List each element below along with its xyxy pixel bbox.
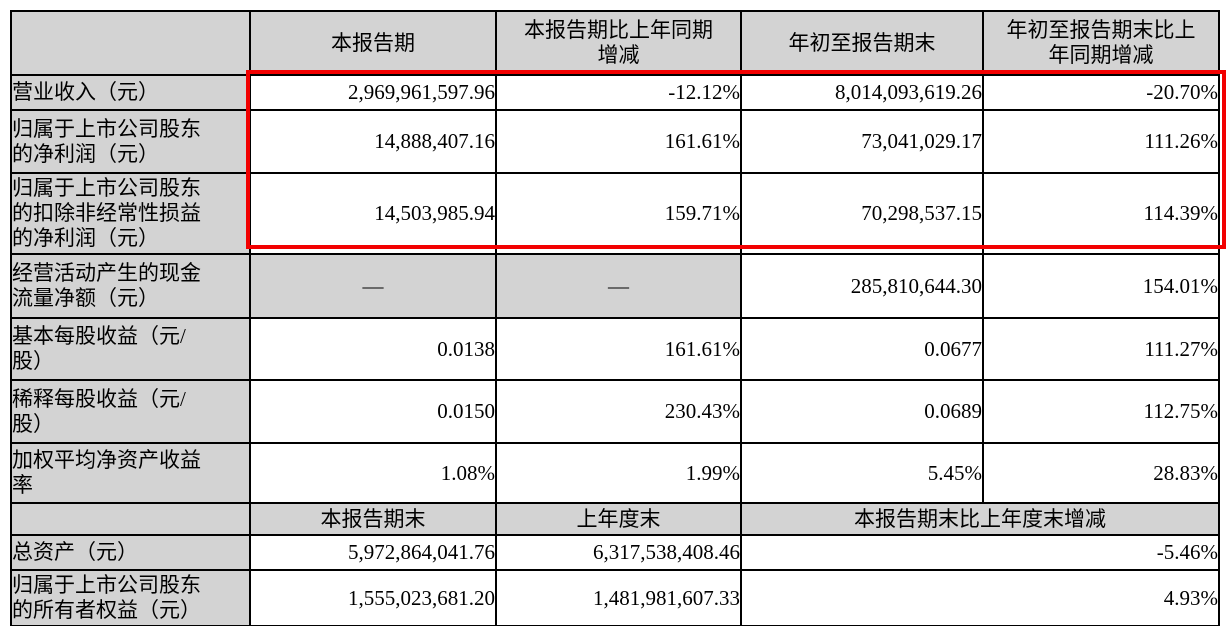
cell-value: 1,481,981,607.33 — [495, 569, 742, 626]
cell-value: 70,298,537.15 — [740, 172, 984, 255]
cell-value-dash: — — [495, 253, 742, 319]
cell-value: 161.61% — [495, 317, 742, 381]
table-row-diluted-eps: 稀释每股收益（元/ 股） 0.0150 230.43% 0.0689 112.7… — [10, 379, 1220, 444]
cell-value: 73,041,029.17 — [740, 109, 984, 174]
subheader-end-of-period: 本报告期末 — [249, 502, 497, 536]
subheader-end-of-last-year: 上年度末 — [495, 502, 742, 536]
cell-value: 111.27% — [982, 317, 1220, 381]
cell-value-dash: — — [249, 253, 497, 319]
cell-value: 1.99% — [495, 442, 742, 504]
table-row-operating-revenue: 营业收入（元） 2,969,961,597.96 -12.12% 8,014,0… — [10, 74, 1220, 111]
cell-value: -20.70% — [982, 74, 1220, 111]
header-current-period: 本报告期 — [249, 10, 497, 76]
cell-value: 114.39% — [982, 172, 1220, 255]
header-blank-cell — [10, 10, 251, 76]
table-header-row: 本报告期 本报告期比上年同期 增减 年初至报告期末 年初至报告期末比上 年同期增… — [10, 10, 1220, 76]
cell-value: 8,014,093,619.26 — [740, 74, 984, 111]
row-label: 总资产（元） — [10, 534, 251, 571]
cell-value: 0.0138 — [249, 317, 497, 381]
cell-value: 1,555,023,681.20 — [249, 569, 497, 626]
row-label: 经营活动产生的现金 流量净额（元） — [10, 253, 251, 319]
cell-value: 0.0677 — [740, 317, 984, 381]
cell-value: 154.01% — [982, 253, 1220, 319]
table-row-net-profit-excl-nonrecurring: 归属于上市公司股东 的扣除非经常性损益 的净利润（元） 14,503,985.9… — [10, 172, 1220, 255]
row-label: 归属于上市公司股东 的所有者权益（元） — [10, 569, 251, 626]
cell-value: -12.12% — [495, 74, 742, 111]
cell-value: 14,503,985.94 — [249, 172, 497, 255]
cell-value: 14,888,407.16 — [249, 109, 497, 174]
table-row-net-profit: 归属于上市公司股东 的净利润（元） 14,888,407.16 161.61% … — [10, 109, 1220, 174]
cell-value: 111.26% — [982, 109, 1220, 174]
row-label: 基本每股收益（元/ 股） — [10, 317, 251, 381]
subheader-period-vs-last-year-change: 本报告期末比上年度末增减 — [740, 502, 1220, 536]
table-row-weighted-avg-roe: 加权平均净资产收益 率 1.08% 1.99% 5.45% 28.83% — [10, 442, 1220, 504]
cell-value: 1.08% — [249, 442, 497, 504]
header-year-to-date: 年初至报告期末 — [740, 10, 984, 76]
table-row-total-assets: 总资产（元） 5,972,864,041.76 6,317,538,408.46… — [10, 534, 1220, 571]
row-label: 归属于上市公司股东 的扣除非经常性损益 的净利润（元） — [10, 172, 251, 255]
cell-value: -5.46% — [740, 534, 1220, 571]
cell-value: 28.83% — [982, 442, 1220, 504]
row-label: 加权平均净资产收益 率 — [10, 442, 251, 504]
table-subheader-row: 本报告期末 上年度末 本报告期末比上年度末增减 — [10, 502, 1220, 536]
table-row-owners-equity: 归属于上市公司股东 的所有者权益（元） 1,555,023,681.20 1,4… — [10, 569, 1220, 626]
row-label: 营业收入（元） — [10, 74, 251, 111]
cell-value: 112.75% — [982, 379, 1220, 444]
financial-summary-table: 本报告期 本报告期比上年同期 增减 年初至报告期末 年初至报告期末比上 年同期增… — [10, 10, 1220, 626]
cell-value: 0.0150 — [249, 379, 497, 444]
cell-value: 0.0689 — [740, 379, 984, 444]
cell-value: 230.43% — [495, 379, 742, 444]
table-row-operating-cash-flow: 经营活动产生的现金 流量净额（元） — — 285,810,644.30 154… — [10, 253, 1220, 319]
row-label: 归属于上市公司股东 的净利润（元） — [10, 109, 251, 174]
cell-value: 161.61% — [495, 109, 742, 174]
subheader-blank-cell — [10, 502, 251, 536]
header-current-period-yoy-change: 本报告期比上年同期 增减 — [495, 10, 742, 76]
row-label: 稀释每股收益（元/ 股） — [10, 379, 251, 444]
cell-value: 5.45% — [740, 442, 984, 504]
cell-value: 4.93% — [740, 569, 1220, 626]
cell-value: 5,972,864,041.76 — [249, 534, 497, 571]
cell-value: 2,969,961,597.96 — [249, 74, 497, 111]
cell-value: 6,317,538,408.46 — [495, 534, 742, 571]
table-row-basic-eps: 基本每股收益（元/ 股） 0.0138 161.61% 0.0677 111.2… — [10, 317, 1220, 381]
cell-value: 159.71% — [495, 172, 742, 255]
header-year-to-date-yoy-change: 年初至报告期末比上 年同期增减 — [982, 10, 1220, 76]
cell-value: 285,810,644.30 — [740, 253, 984, 319]
